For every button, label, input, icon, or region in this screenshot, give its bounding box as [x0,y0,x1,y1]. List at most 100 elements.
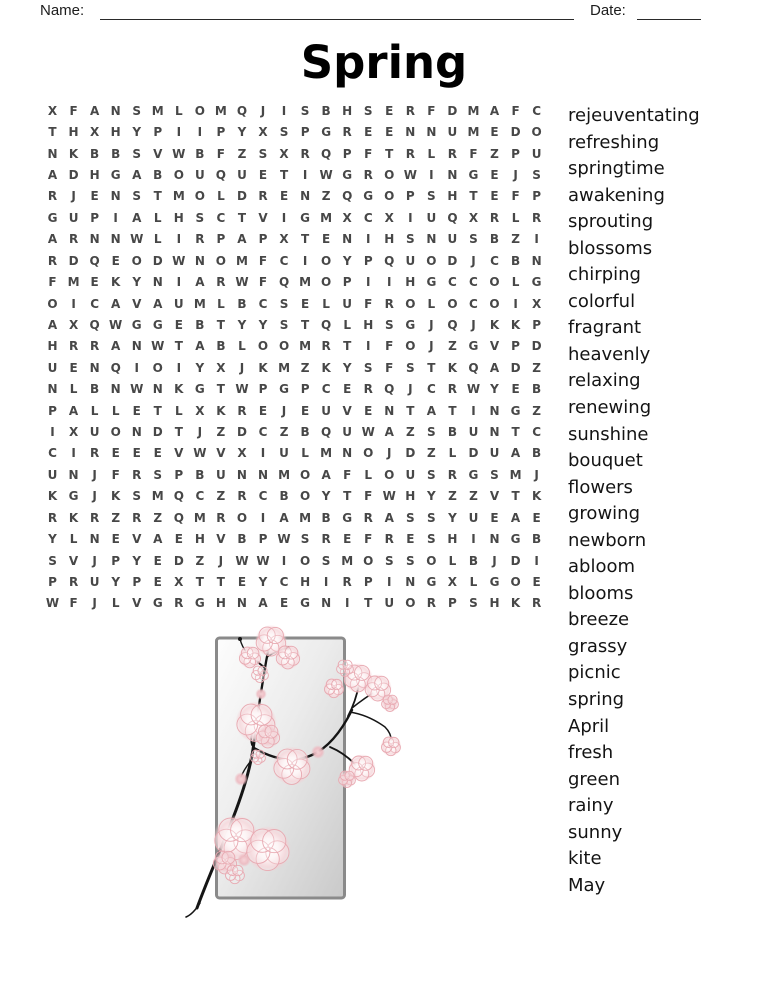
grid-cell-r3c6: V [153,146,163,161]
grid-cell-r11c18: G [405,317,416,332]
grid-cell-r1c11: J [260,103,266,118]
grid-cell-r10c8: M [193,296,206,311]
grid-cell-r7c16: I [365,232,371,247]
grid-cell-r21c21: I [471,532,476,547]
grid-cell-r21c22: N [489,532,500,547]
grid-cell-r8c21: J [471,253,476,268]
grid-cell-r22c8: Z [195,553,205,568]
grid-cell-r9c7: I [176,275,182,290]
grid-cell-r24c4: L [111,596,120,611]
grid-cell-r14c7: K [174,382,184,397]
grid-cell-r24c8: G [194,596,205,611]
grid-cell-r23c4: Y [111,574,121,589]
grid-cell-r7c13: T [300,232,310,247]
grid-cell-r20c5: R [132,510,142,525]
grid-cell-r14c24: B [532,382,542,397]
grid-cell-r18c12: M [278,467,291,482]
grid-cell-r16c16: W [361,425,375,440]
grid-cell-r9c2: M [67,275,80,290]
grid-cell-r14c6: N [152,382,163,397]
grid-cell-r2c19: N [426,125,437,140]
grid-cell-r6c23: L [511,210,520,225]
grid-cell-r13c23: D [510,360,521,375]
grid-cell-r6c1: G [47,210,58,225]
grid-cell-r16c9: Z [216,425,226,440]
grid-cell-r5c8: O [194,189,205,204]
grid-cell-r10c24: X [531,296,542,311]
grid-cell-r9c8: A [195,275,205,290]
grid-cell-r14c16: R [363,382,373,397]
grid-cell-r6c8: S [195,210,205,225]
grid-cell-r9c21: C [469,275,478,290]
grid-cell-r16c12: Z [279,425,289,440]
grid-cell-r13c13: Z [300,360,310,375]
grid-cell-r6c17: X [384,210,394,225]
grid-cell-r9c3: E [90,275,99,290]
grid-cell-r7c9: P [216,232,226,247]
grid-cell-r6c5: A [132,210,142,225]
grid-cell-r6c13: G [300,210,311,225]
word-list-item: picnic [568,662,621,684]
grid-cell-r6c12: I [281,210,287,225]
grid-cell-r17c20: L [448,446,457,461]
grid-cell-r11c1: A [47,317,58,332]
word-list-item: growing [568,503,640,525]
grid-cell-r17c9: V [216,446,226,461]
grid-cell-r7c21: S [469,232,478,247]
word-list-item: abloom [568,556,636,578]
grid-cell-r5c11: R [258,189,268,204]
grid-cell-r18c15: F [343,467,352,482]
grid-cell-r19c12: B [279,489,289,504]
grid-cell-r3c20: R [447,146,458,161]
grid-cell-r8c9: O [215,253,226,268]
grid-cell-r10c20: O [447,296,458,311]
grid-cell-r10c4: A [111,296,121,311]
grid-cell-r14c10: W [235,382,249,397]
grid-cell-r3c16: F [364,146,373,161]
grid-cell-r1c16: S [363,103,373,118]
grid-cell-r24c24: R [531,596,542,611]
grid-cell-r19c2: G [68,489,79,504]
grid-cell-r24c7: R [174,596,184,611]
word-list-item: rejeuventating [568,105,700,126]
grid-cell-r20c7: Q [173,510,184,525]
grid-cell-r15c1: P [48,403,57,418]
grid-cell-r15c22: N [489,403,500,418]
grid-cell-r8c2: D [68,253,79,268]
grid-cell-r17c6: E [153,446,162,461]
grid-cell-r13c12: M [278,360,291,375]
grid-cell-r20c10: O [236,510,248,525]
grid-cell-r8c16: P [363,253,373,268]
grid-cell-r16c5: N [131,425,142,440]
grid-cell-r7c10: A [237,232,247,247]
grid-cell-r18c8: B [195,467,205,482]
grid-cell-r2c22: E [490,125,499,140]
grid-cell-r2c9: P [216,125,226,140]
grid-cell-r20c6: Z [153,510,163,525]
grid-cell-r23c19: G [426,574,437,589]
grid-cell-r9c6: N [152,275,163,290]
grid-cell-r4c5: A [132,167,142,182]
grid-cell-r13c22: A [489,360,500,375]
grid-cell-r16c19: S [427,425,436,440]
grid-cell-r1c10: Q [236,103,248,118]
grid-cell-r4c18: W [403,167,417,182]
grid-cell-r6c14: M [320,210,333,225]
grid-cell-r1c5: S [132,103,142,118]
word-list-item: April [568,715,610,737]
grid-cell-r15c13: E [300,403,310,418]
grid-cell-r11c5: G [131,317,142,332]
grid-cell-r2c11: X [258,125,268,140]
grid-cell-r1c21: M [467,103,480,118]
grid-cell-r8c5: O [131,253,142,268]
grid-cell-r12c16: I [365,339,371,354]
grid-cell-r5c19: S [427,189,436,204]
grid-cell-r11c8: B [195,317,205,332]
grid-cell-r1c3: A [89,103,100,118]
word-list-item: renewing [568,397,652,419]
word-list-item: flowers [568,476,633,498]
grid-cell-r8c22: C [490,253,499,268]
grid-cell-r1c19: F [427,103,436,118]
word-list-item: relaxing [568,370,641,392]
grid-cell-r8c17: Q [384,253,395,268]
